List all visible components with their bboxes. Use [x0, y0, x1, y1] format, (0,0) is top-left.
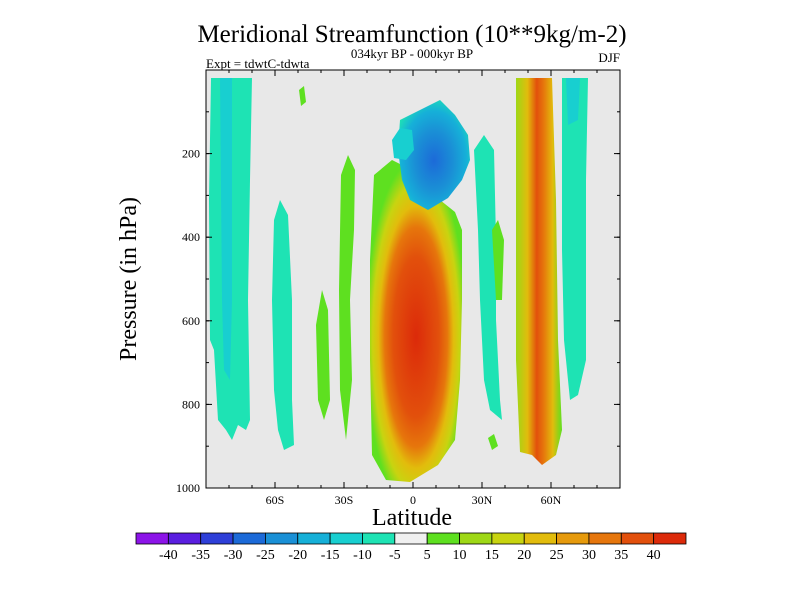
region-sh-polar-inner [220, 78, 232, 380]
colorbar-box [200, 532, 234, 545]
x-tick-label: 0 [410, 493, 416, 507]
colorbar-box [491, 532, 525, 545]
colorbar-box [167, 532, 202, 545]
subtitle-center: 034kyr BP - 000kyr BP [351, 46, 473, 61]
colorbar-box [588, 532, 622, 545]
y-axis-ticks: 200 400 600 800 1000 [176, 111, 620, 495]
colorbar-label: -30 [224, 548, 243, 563]
region-sh-midlat [272, 200, 294, 450]
x-tick-label: 30S [335, 493, 354, 507]
x-axis-label: Latitude [372, 505, 452, 531]
subtitle-right: DJF [598, 50, 620, 65]
y-axis-label: Pressure (in hPa) [116, 197, 142, 361]
colorbar-box [653, 532, 687, 545]
y-tick-label: 600 [182, 314, 200, 328]
region-sub-pos1 [316, 290, 330, 420]
x-tick-label: 60N [541, 493, 562, 507]
colorbar-label: -20 [288, 548, 307, 563]
region-nh-polar-inner [566, 78, 580, 125]
colorbar-label: -15 [321, 548, 340, 563]
region-nh-ferrel [516, 78, 562, 465]
colorbar-box [232, 532, 266, 545]
colorbar-box [135, 532, 169, 545]
colorbar-label: -5 [389, 548, 401, 563]
chart-title: Meridional Streamfunction (10**9kg/m-2) [197, 21, 626, 48]
contour-regions [209, 78, 588, 482]
colorbar-box [265, 532, 299, 545]
y-tick-label: 200 [182, 147, 200, 161]
region-top-small [299, 86, 306, 106]
colorbar-label: 40 [647, 548, 661, 563]
region-sub-pos2 [339, 155, 355, 440]
colorbar-box [426, 532, 460, 545]
region-nh-polar [562, 78, 588, 400]
y-tick-label: 800 [182, 397, 200, 411]
colorbar-label: -10 [353, 548, 372, 563]
colorbar-label: 5 [424, 548, 431, 563]
colorbar-box [523, 532, 557, 545]
colorbar-label: 30 [582, 548, 596, 563]
colorbar-label: 20 [517, 548, 531, 563]
region-small-blob [488, 434, 498, 450]
region-hadley [370, 160, 462, 482]
colorbar-box [620, 532, 655, 545]
colorbar-box [556, 532, 590, 545]
x-tick-label: 60S [266, 493, 285, 507]
colorbar-box [394, 532, 428, 545]
colorbar-label: 15 [485, 548, 499, 563]
y-tick-label: 400 [182, 230, 200, 244]
region-nh-tropic [474, 135, 502, 420]
colorbar-label: -35 [191, 548, 210, 563]
region-upper-small [392, 128, 414, 160]
colorbar-box [362, 532, 396, 545]
y-tick-label: 1000 [176, 481, 200, 495]
colorbar-label: -25 [256, 548, 275, 563]
region-upper-neg [398, 100, 470, 210]
region-nh-tropic-2 [492, 220, 504, 300]
x-tick-label: 30N [472, 493, 493, 507]
colorbar-label: 35 [614, 548, 628, 563]
x-axis-ticks: 60S 30S 0 30N 60N [228, 70, 598, 507]
colorbar-label: -40 [159, 548, 178, 563]
colorbar-box [459, 532, 493, 545]
colorbar-box [297, 532, 331, 545]
colorbar-label: 25 [550, 548, 564, 563]
colorbar-box [329, 532, 363, 545]
colorbar-label: 10 [453, 548, 467, 563]
colorbar: -40 -35 -30 -25 -20 -15 -10 -5 5 10 15 20 25 30 35 40 [135, 532, 687, 563]
subtitle-left: Expt = tdwtC-tdwta [206, 56, 310, 71]
